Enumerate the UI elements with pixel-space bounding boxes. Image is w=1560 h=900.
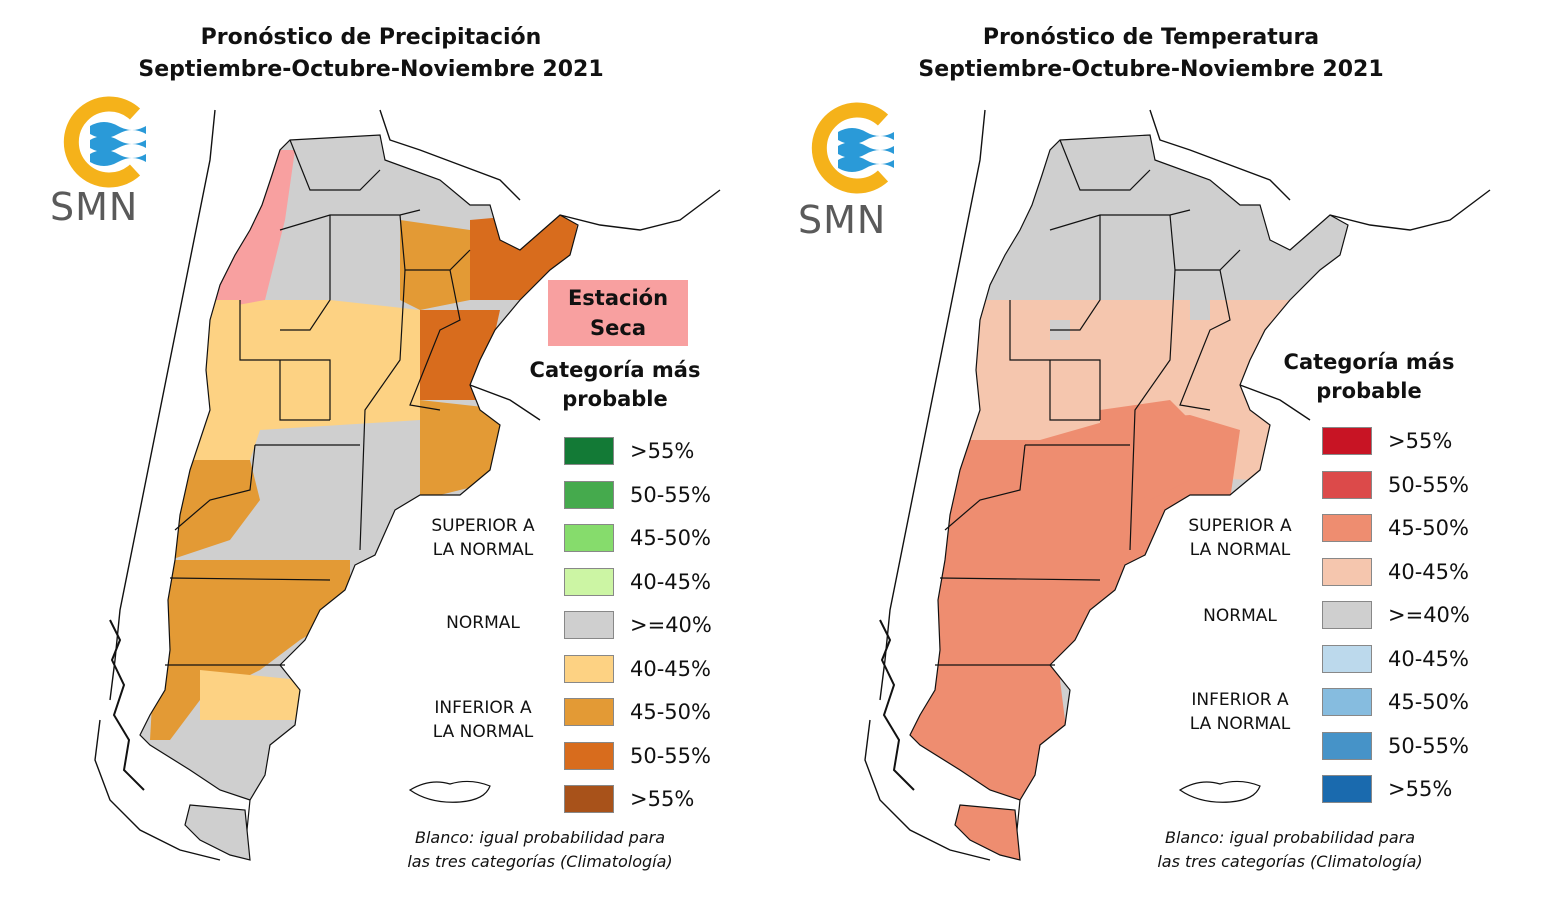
precipitation-legend-title: Categoría más probable: [520, 356, 710, 414]
legend-swatch: [1322, 775, 1372, 803]
province-borders: [139, 134, 579, 851]
precipitation-panel: Pronóstico de Precipitación Septiembre-O…: [0, 22, 742, 874]
precipitation-note: Blanco: igual probabilidad para las tres…: [370, 826, 710, 874]
legend-swatch: [1322, 514, 1372, 542]
legend-title-line2: probable: [562, 387, 668, 411]
legend-swatch: [564, 785, 614, 813]
legend-label: 45-50%: [1388, 516, 1469, 540]
legend-title-line1: Categoría más: [1283, 350, 1455, 374]
group-superior-line1: SUPERIOR A: [431, 516, 535, 536]
temperature-categories: [910, 300, 1290, 800]
smn-logo-text: SMN: [50, 185, 139, 229]
legend-swatch: [564, 698, 614, 726]
group-inferior-line2: LA NORMAL: [1189, 714, 1291, 734]
dry-season-line1: Estación: [567, 286, 669, 310]
note-line2: las tres categorías (Climatología): [407, 852, 673, 871]
temperature-title-line2: Septiembre-Octubre-Noviembre 2021: [918, 57, 1384, 82]
group-inferior-label: INFERIOR A LA NORMAL: [1175, 688, 1305, 736]
legend-label: 45-50%: [1388, 690, 1469, 714]
smn-logo-icon: [811, 102, 894, 194]
legend-title-line1: Categoría más: [529, 358, 701, 382]
legend-swatch: [564, 741, 614, 770]
legend-label: 50-55%: [1388, 472, 1469, 497]
legend-label: 45-50%: [630, 700, 711, 724]
group-superior-line1: SUPERIOR A: [1188, 516, 1292, 536]
legend-swatch: [564, 567, 614, 596]
legend-swatch: [1322, 557, 1372, 586]
temperature-title-line1: Pronóstico de Temperatura: [982, 25, 1320, 50]
legend-label: 50-55%: [630, 743, 711, 768]
legend-swatch: [564, 437, 614, 465]
temperature-title: Pronóstico de Temperatura Septiembre-Oct…: [780, 22, 1522, 86]
legend-swatch: [1322, 688, 1372, 716]
legend-label: >55%: [1388, 777, 1453, 801]
legend-swatch: [564, 480, 614, 509]
legend-swatch: [564, 611, 614, 639]
precipitation-title-line1: Pronóstico de Precipitación: [200, 25, 542, 50]
legend-label: >=40%: [1388, 603, 1470, 627]
legend-label: >=40%: [630, 613, 712, 637]
group-inferior-line2: LA NORMAL: [432, 722, 534, 742]
note-line1: Blanco: igual probabilidad para: [1164, 828, 1416, 847]
legend-swatch: [1322, 470, 1372, 499]
legend-label: 40-45%: [630, 656, 711, 681]
temperature-note: Blanco: igual probabilidad para las tres…: [1120, 826, 1460, 874]
legend-label: 40-45%: [630, 569, 711, 594]
precipitation-title-line2: Septiembre-Octubre-Noviembre 2021: [138, 57, 604, 82]
neighbor-borders: [864, 109, 1491, 861]
legend-swatch: [564, 524, 614, 552]
group-inferior-label: INFERIOR A LA NORMAL: [418, 696, 548, 744]
group-superior-line2: LA NORMAL: [432, 540, 534, 560]
legend-label: >55%: [1388, 429, 1453, 453]
temperature-legend-title: Categoría más probable: [1274, 348, 1464, 406]
group-inferior-line1: INFERIOR A: [1191, 690, 1289, 710]
temperature-map: [864, 109, 1491, 861]
legend-swatch: [564, 654, 614, 683]
precipitation-map: [94, 109, 721, 861]
group-superior-line2: LA NORMAL: [1189, 540, 1291, 560]
temperature-panel: Pronóstico de Temperatura Septiembre-Oct…: [780, 0, 1560, 900]
note-line1: Blanco: igual probabilidad para: [414, 828, 666, 847]
legend-swatch: [1322, 644, 1372, 673]
group-superior-label: SUPERIOR A LA NORMAL: [418, 514, 548, 562]
group-normal-label: NORMAL: [1203, 606, 1277, 626]
group-inferior-line1: INFERIOR A: [434, 698, 532, 718]
precipitation-title: Pronóstico de Precipitación Septiembre-O…: [0, 22, 742, 86]
dry-season-line2: Seca: [590, 316, 646, 340]
smn-logo-text: SMN: [798, 198, 887, 242]
legend-label: >55%: [630, 439, 695, 463]
legend-title-line2: probable: [1316, 379, 1422, 403]
legend-swatch: [1322, 427, 1372, 455]
legend-label: 40-45%: [1388, 646, 1469, 671]
legend-label: >55%: [630, 787, 695, 811]
group-normal-label: NORMAL: [446, 613, 520, 633]
smn-logo-icon: [63, 96, 146, 188]
legend-label: 40-45%: [1388, 559, 1469, 584]
province-borders: [909, 134, 1349, 851]
note-line2: las tres categorías (Climatología): [1157, 852, 1423, 871]
legend-label: 50-55%: [1388, 733, 1469, 758]
legend-label: 50-55%: [630, 482, 711, 507]
dry-season-label: Estación Seca: [548, 280, 688, 346]
neighbor-borders: [94, 109, 721, 861]
legend-swatch: [1322, 601, 1372, 629]
legend-label: 45-50%: [630, 526, 711, 550]
legend-swatch: [1322, 731, 1372, 760]
group-superior-label: SUPERIOR A LA NORMAL: [1175, 514, 1305, 562]
